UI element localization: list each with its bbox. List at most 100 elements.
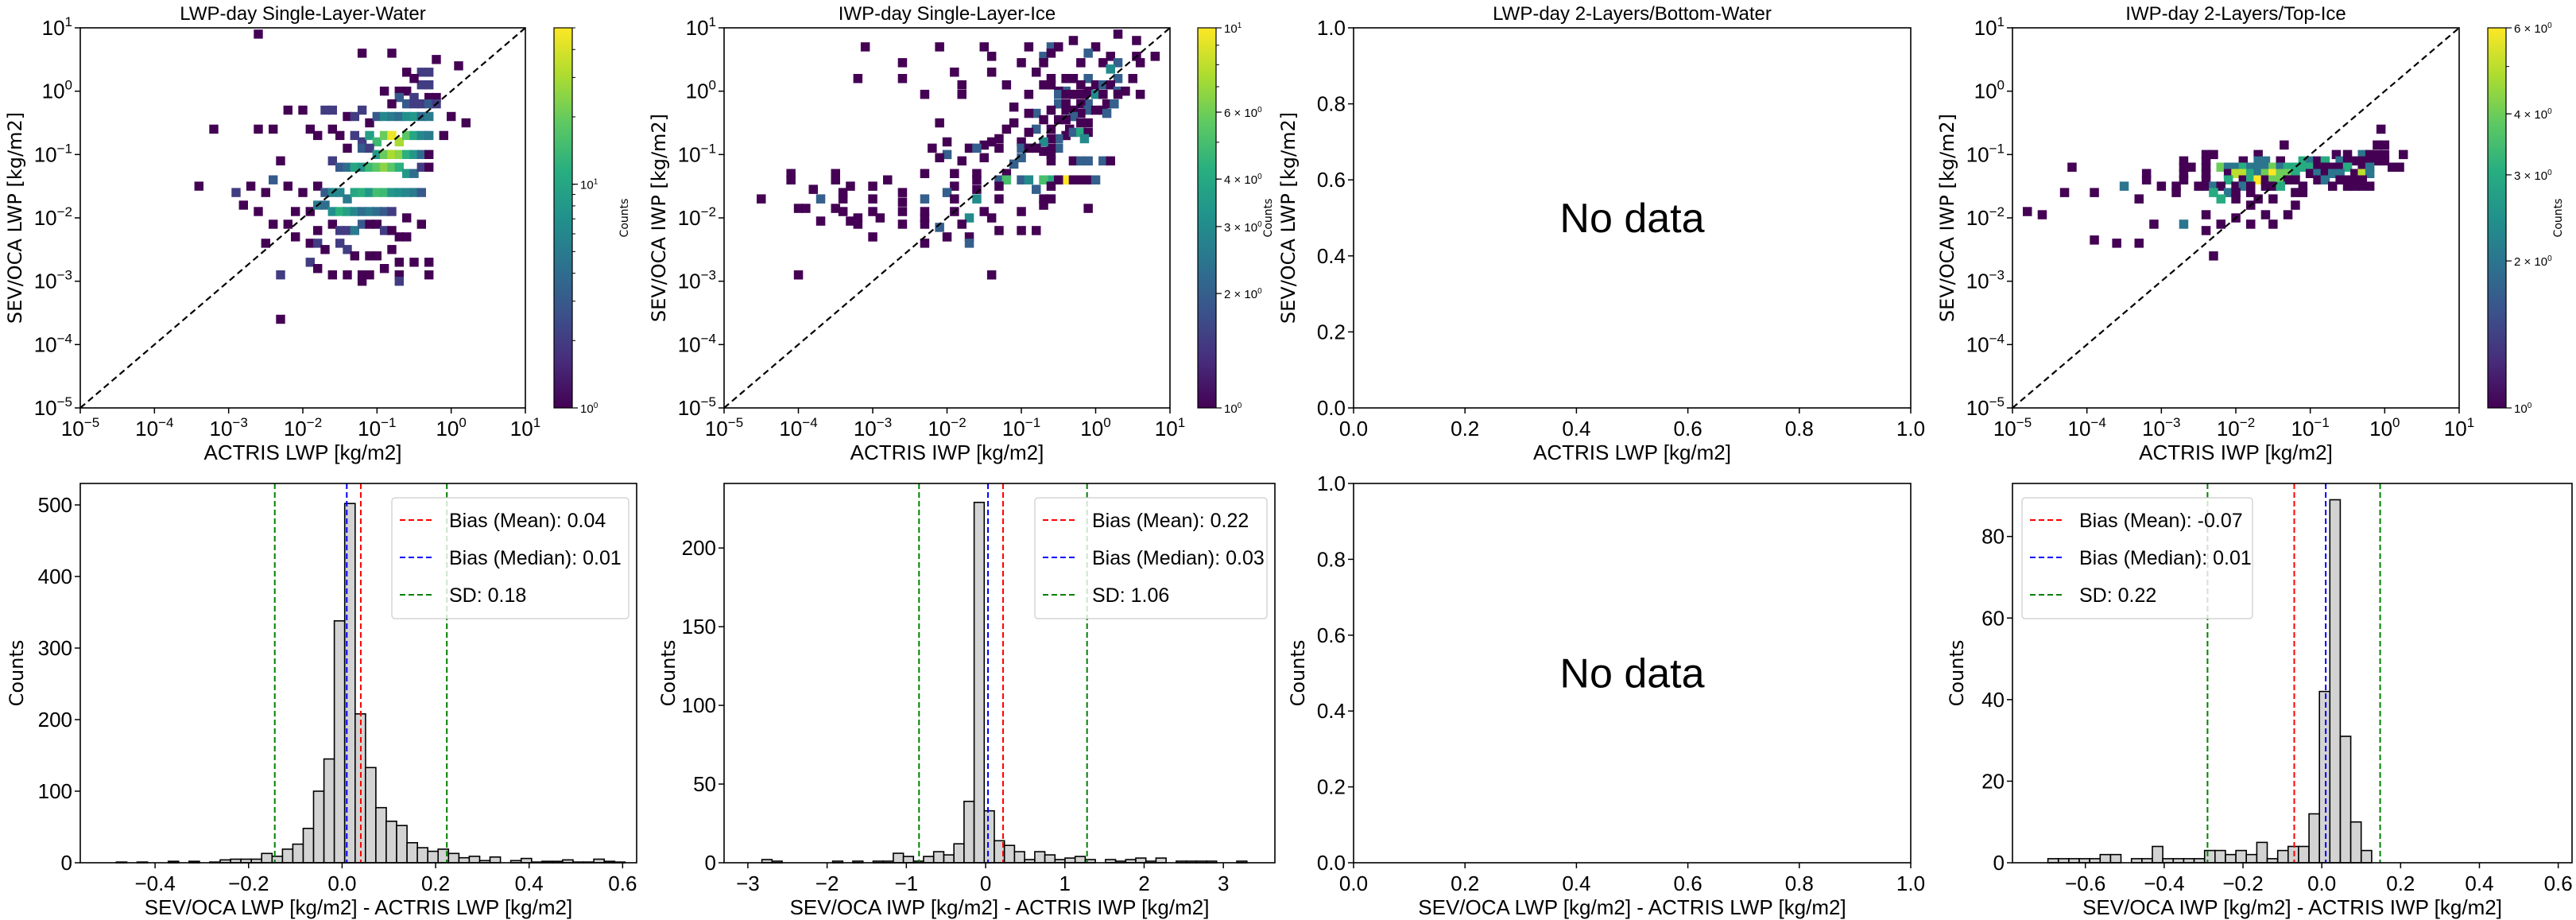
heatmap-cell <box>2119 181 2129 191</box>
heatmap-cell <box>2291 162 2300 172</box>
tick-exponent: 1 <box>709 14 716 29</box>
heatmap-cell <box>2223 162 2233 172</box>
heatmap-cell <box>2090 188 2099 197</box>
tick-base: 10 <box>1966 206 1989 230</box>
tick-exponent: −3 <box>877 415 892 430</box>
heatmap-cell <box>2395 162 2404 172</box>
yticks-tick-label: 300 <box>38 636 72 660</box>
xticks-tick-label: 0.4 <box>2465 871 2493 895</box>
heatmap-cell <box>2350 181 2360 191</box>
heatmap-cell <box>2283 169 2293 178</box>
histogram-bar <box>2276 849 2289 864</box>
heatmap-cell <box>1102 108 1112 118</box>
heatmap-cell <box>2201 156 2211 166</box>
heatmap-cell <box>387 111 397 122</box>
tick-base: 10 <box>2217 417 2240 441</box>
heatmap-cell <box>2216 194 2225 204</box>
heatmap-cell <box>1083 99 1093 109</box>
heatmap-cell <box>1032 226 1041 235</box>
heatmap-cell <box>2291 169 2300 178</box>
tick-base: 10 <box>1155 417 1178 441</box>
heatmap-cell <box>972 184 982 194</box>
heatmap-cell <box>379 188 389 197</box>
chart-h4: −0.6 −0.4 −0.2 0.0 0.2 0.4 0.6 0 20 40 60 80 SEV/OCA… <box>1946 483 2573 919</box>
heatmap-cell <box>402 213 412 223</box>
heatmap-cell <box>2179 219 2189 229</box>
heatmap-cell <box>1068 175 1079 184</box>
yticks-tick-label: 60 <box>1981 606 2005 630</box>
heatmap-cell <box>831 169 840 178</box>
yticks-tick-label: 101 <box>686 14 716 40</box>
yticks-tick-label: 100 <box>682 693 716 717</box>
heatmap-cell <box>424 68 434 77</box>
heatmap-cell <box>283 181 292 191</box>
tick-base: 10 <box>2068 417 2091 441</box>
xticks-tick-label: 10−3 <box>210 415 248 441</box>
xticks-tick-label: 10−5 <box>61 415 99 441</box>
tick-base: 10 <box>678 332 701 356</box>
heatmap-cell <box>365 219 374 229</box>
heatmap-cell <box>276 314 285 324</box>
colorbar-tick-label: 100 <box>2514 402 2532 416</box>
heatmap-cell <box>2216 162 2225 172</box>
tick-base: 2 × 10 <box>2514 255 2547 269</box>
tick-base: 10 <box>1224 22 1238 36</box>
histogram-bar <box>2256 841 2268 864</box>
heatmap-cell <box>1083 105 1093 115</box>
heatmap-cell <box>942 232 952 242</box>
histogram-bar <box>468 856 481 864</box>
heatmap-cell <box>2350 156 2360 166</box>
heatmap-cell <box>209 124 219 134</box>
heatmap-cell <box>897 207 908 216</box>
heatmap-cell <box>2209 188 2218 197</box>
yticks-tick-label: 1.0 <box>1317 472 1346 495</box>
heatmap-cell <box>2298 162 2308 172</box>
tick-base: 10 <box>34 396 57 420</box>
histogram-bar <box>1013 851 1025 864</box>
axes-frame <box>1353 483 1912 864</box>
histogram-bar <box>333 619 346 864</box>
histogram-bar <box>923 856 935 864</box>
heatmap-cell <box>1068 111 1079 122</box>
heatmap-cell <box>2156 181 2167 191</box>
x-axis-label: ACTRIS IWP [kg/m2] <box>850 441 1044 464</box>
heatmap-cell <box>928 143 937 153</box>
heatmap-cell <box>424 162 434 172</box>
tick-exponent: 0 <box>2547 169 2552 177</box>
heatmap-cell <box>2357 169 2367 178</box>
xticks-tick-label: 10−2 <box>928 415 966 441</box>
tick-exponent: 0 <box>2392 415 2400 430</box>
chart-p1: 10−5 10−4 10−3 10−2 10−1 100 10110−510−410−310… <box>4 3 631 464</box>
legend-entry: Bias (Median): 0.01 <box>2079 547 2252 569</box>
heatmap-cell <box>935 223 944 232</box>
heatmap-cell <box>1046 105 1056 115</box>
heatmap-cell <box>1046 181 1056 191</box>
colorbar-tick-label: 4 × 100 <box>2514 107 2552 122</box>
xticks-tick-label: 0.4 <box>1562 417 1590 441</box>
heatmap-cell <box>1106 80 1115 90</box>
chart-p3: 0.0 0.2 0.4 0.6 0.8 1.0 0.0 0.2 0.4 0.6 0.8 1.0 LWP-… <box>1277 3 1925 464</box>
tick-exponent: −3 <box>1989 268 2005 283</box>
heatmap-cell <box>1054 134 1063 144</box>
xticks-tick-label: 0.2 <box>421 871 450 895</box>
y-axis-label: SEV/OCA LWP [kg/m2] <box>1277 112 1300 324</box>
heatmap-cell <box>350 207 359 216</box>
heatmap-cell <box>357 143 367 153</box>
yticks-tick-label: 101 <box>42 14 72 40</box>
histogram-bar <box>364 767 377 864</box>
heatmap-cell <box>1032 68 1041 77</box>
tick-exponent: −4 <box>802 415 817 430</box>
heatmap-cell <box>2194 181 2203 191</box>
heatmap-cell <box>194 181 203 191</box>
heatmap-cell <box>2171 188 2181 197</box>
heatmap-cell <box>935 42 944 52</box>
heatmap-cell <box>357 49 367 58</box>
legend-entry: Bias (Mean): -0.07 <box>2079 510 2243 532</box>
heatmap-cell <box>1017 175 1026 184</box>
heatmap-cell <box>365 188 374 197</box>
heatmap-cell <box>2291 188 2300 197</box>
heatmap-cell <box>394 137 404 147</box>
tick-exponent: −1 <box>701 141 716 156</box>
tick-base: 10 <box>2444 417 2467 441</box>
heatmap-cell <box>2373 149 2382 160</box>
